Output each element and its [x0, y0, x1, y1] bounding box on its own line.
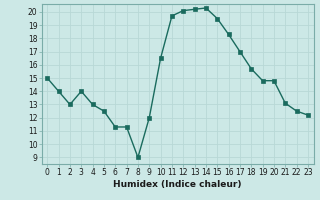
X-axis label: Humidex (Indice chaleur): Humidex (Indice chaleur): [113, 180, 242, 189]
